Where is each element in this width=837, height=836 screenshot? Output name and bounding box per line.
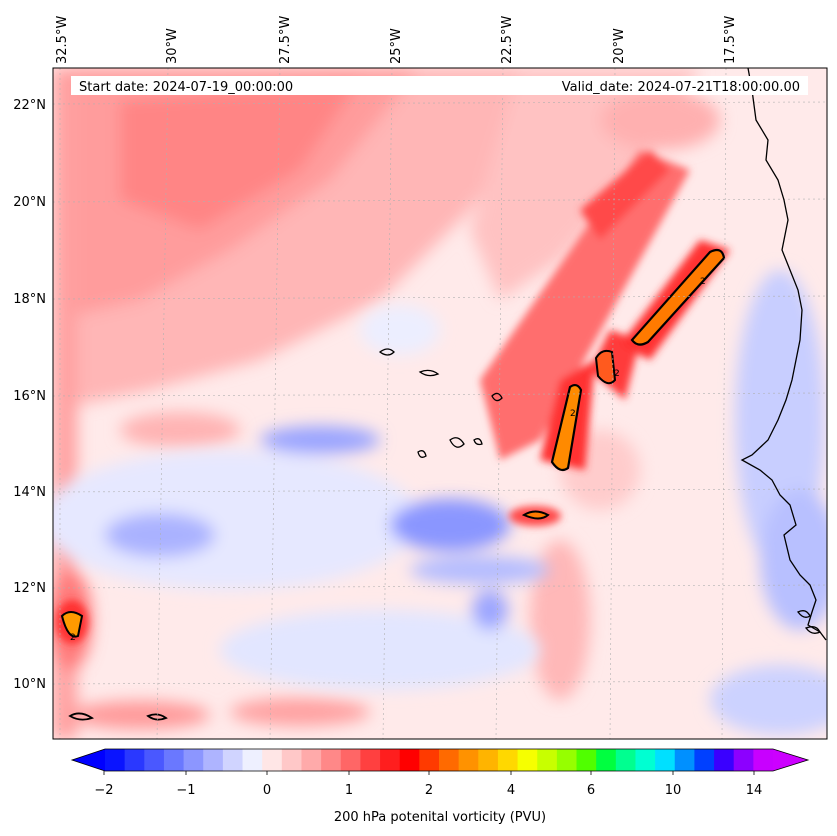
colorbar-over-arrow [773, 749, 808, 771]
africa-coastline [740, 68, 827, 641]
island-sal [491, 392, 503, 402]
graticule [53, 68, 827, 739]
island-fogo [417, 450, 427, 458]
date-label-bar [71, 76, 808, 95]
lat-label: 22°N [13, 98, 46, 113]
colorbar-segment [399, 749, 420, 771]
colorbar-tick-marks [103, 771, 755, 775]
colorbar-segment [321, 749, 342, 771]
contour-label-3: 2 [614, 369, 620, 379]
colorbar-tick-label: 1 [345, 783, 353, 798]
colorbar-segment [596, 749, 617, 771]
colorbar-segment [360, 749, 381, 771]
colorbar-tick-label: 10 [665, 783, 682, 798]
colorbar-segment [340, 749, 362, 771]
lat-label: 16°N [13, 389, 46, 404]
coastlines [378, 68, 827, 641]
colorbar-tick-label: −1 [176, 783, 195, 798]
colorbar-outline [70, 748, 810, 772]
colorbar-segment [517, 749, 538, 771]
lon-label: 25°W [389, 28, 404, 64]
colorbar-segment [124, 749, 145, 771]
colorbar-segment [105, 749, 126, 771]
colorbar-segment [380, 749, 401, 771]
colorbar-segment [537, 749, 558, 771]
colorbar-tick-label: 6 [587, 783, 595, 798]
colorbar-segment [478, 749, 499, 771]
map-frame [52, 67, 828, 740]
contour-label-4: 2 [70, 633, 76, 643]
latitude-labels: 22°N 20°N 18°N 16°N 14°N 12°N 10°N [13, 98, 46, 692]
longitude-labels: 32.5°W 30°W 27.5°W 25°W 22.5°W 20°W 17.5… [55, 16, 738, 64]
colorbar-title: 200 hPa potenital vorticity (PVU) [334, 810, 546, 825]
island-bissagos-2 [804, 626, 821, 634]
island-santiago [449, 437, 465, 448]
pv-core-2 [630, 248, 726, 346]
pv-positive-field [53, 68, 720, 739]
colorbar-segment [419, 749, 440, 771]
island-boa-vista [473, 438, 483, 446]
pv-core-5 [60, 611, 84, 638]
pv-core-3 [594, 349, 617, 385]
colorbar-segment [262, 749, 283, 771]
colorbar-tick-label: −2 [94, 783, 113, 798]
island-sao-nicolau [418, 369, 440, 377]
lon-label: 17.5°W [723, 16, 738, 64]
start-date-label: Start date: 2024-07-19_00:00:00 [79, 80, 293, 95]
pv-core-7 [146, 713, 168, 721]
colorbar-segment [753, 749, 774, 771]
colorbar-segment [694, 749, 715, 771]
map-panel: 2 2 2 2 Start date: 2024-07-19_00:00:00 … [53, 68, 827, 739]
lon-label: 22.5°W [500, 16, 515, 64]
colorbar-under-arrow [72, 749, 105, 771]
colorbar-segment [556, 749, 578, 771]
colorbar-tick-label: 2 [425, 783, 433, 798]
colorbar-segment [183, 749, 204, 771]
pv-negative-field [53, 270, 827, 735]
pv-2-contours [60, 248, 726, 721]
valid-date-label: Valid_date: 2024-07-21T18:00:00.00 [562, 80, 800, 95]
colorbar-segment [203, 749, 224, 771]
pv-core-6 [68, 712, 95, 721]
lat-label: 20°N [13, 195, 46, 210]
colorbar-segment [222, 749, 244, 771]
colorbar-tick-label: 14 [746, 783, 763, 798]
contour-labels: 2 2 2 2 [70, 277, 706, 643]
pv-core-1 [550, 383, 583, 472]
lon-label: 20°W [612, 28, 627, 64]
colorbar-segment [144, 749, 165, 771]
lon-label: 27.5°W [278, 16, 293, 64]
contour-label-2: 2 [700, 277, 706, 287]
colorbar-segment [458, 749, 479, 771]
lon-label: 32.5°W [55, 16, 70, 64]
lat-label: 18°N [13, 292, 46, 307]
contour-label-1: 2 [570, 409, 576, 419]
colorbar-segment [615, 749, 637, 771]
colorbar-segment [163, 749, 185, 771]
colorbar-tick-label: 0 [263, 783, 271, 798]
colorbar-segment [635, 749, 656, 771]
island-bissagos-1 [797, 610, 811, 618]
colorbar-segment [301, 749, 322, 771]
lat-label: 10°N [13, 677, 46, 692]
lat-label: 12°N [13, 581, 46, 596]
pv-core-4 [521, 510, 550, 520]
lon-label: 30°W [165, 28, 180, 64]
colorbar-ticks: −2 −1 0 1 2 4 6 10 14 [94, 783, 762, 798]
colorbar-segments [105, 749, 774, 771]
colorbar-segment [281, 749, 303, 771]
colorbar-segment [576, 749, 597, 771]
colorbar-segment [497, 749, 519, 771]
colorbar-segment [242, 749, 263, 771]
colorbar-segment [714, 749, 735, 771]
colorbar-segment [674, 749, 696, 771]
colorbar-segment [439, 749, 460, 771]
colorbar: −2 −1 0 1 2 4 6 10 14 200 hPa potenital … [70, 748, 810, 825]
colorbar-segment [655, 749, 676, 771]
island-santo-antao [378, 348, 395, 356]
colorbar-segment [733, 749, 754, 771]
lat-label: 14°N [13, 485, 46, 500]
colorbar-tick-label: 4 [507, 783, 515, 798]
